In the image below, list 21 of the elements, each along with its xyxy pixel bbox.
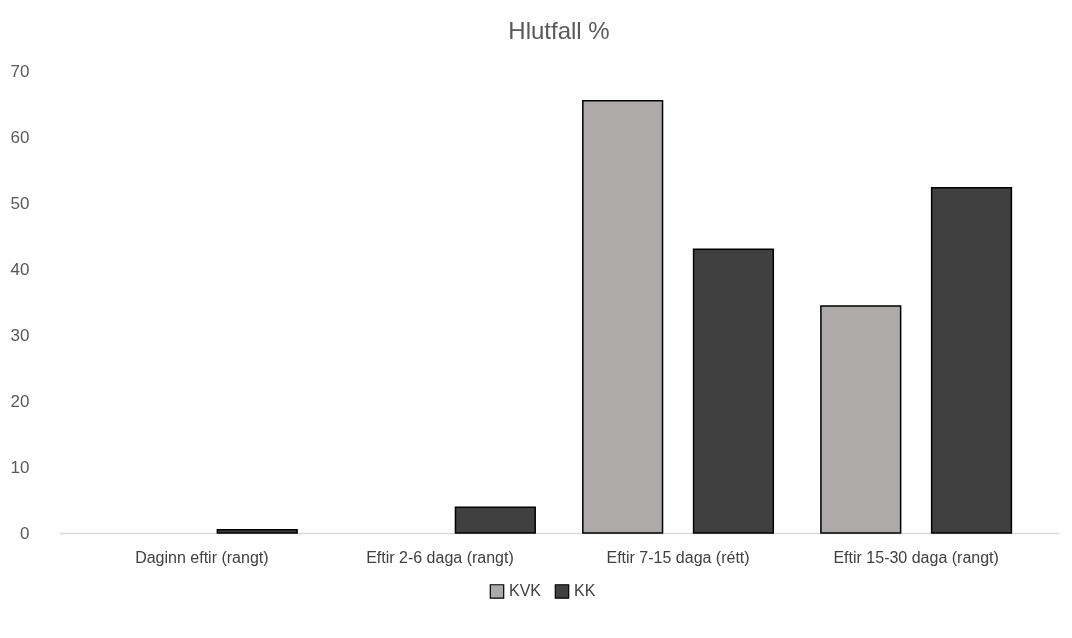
bar <box>692 248 775 534</box>
legend-label: KK <box>574 582 596 600</box>
x-tick-label: Eftir 15-30 daga (rangt) <box>833 548 999 566</box>
bar <box>582 99 664 534</box>
y-tick-label: 70 <box>10 61 30 81</box>
x-tick-label: Daginn eftir (rangt) <box>135 548 269 566</box>
bar <box>930 187 1013 534</box>
y-tick-label: 0 <box>20 523 30 543</box>
legend-label: KVK <box>509 582 542 600</box>
chart-title: Hlutfall % <box>508 17 610 44</box>
y-tick-label: 20 <box>10 391 30 411</box>
y-tick-label: 50 <box>10 193 30 213</box>
y-tick-label: 10 <box>10 457 30 477</box>
bar <box>820 305 902 534</box>
y-tick-label: 40 <box>10 259 30 279</box>
bar <box>216 528 298 534</box>
y-tick-label: 60 <box>10 127 30 147</box>
y-tick-label: 30 <box>10 325 30 345</box>
bar <box>454 506 536 534</box>
x-tick-label: Eftir 2-6 daga (rangt) <box>366 548 514 566</box>
x-tick-label: Eftir 7-15 daga (rétt) <box>606 548 750 566</box>
